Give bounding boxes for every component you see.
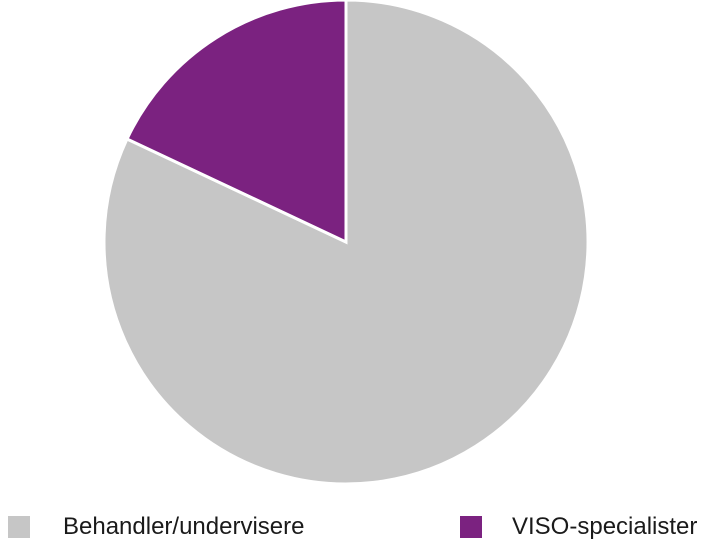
legend-label-viso-specialister: VISO-specialister (512, 513, 698, 540)
legend-swatch-viso-specialister (460, 516, 482, 538)
legend-label-behandler-undervisere: Behandler/undervisere (63, 513, 305, 540)
pie-chart (102, 0, 590, 486)
legend-item-behandler-undervisere: Behandler/undervisere (8, 510, 305, 544)
legend: Behandler/undervisere VISO-specialister (0, 510, 726, 544)
legend-swatch-behandler-undervisere (8, 516, 30, 538)
legend-item-viso-specialister: VISO-specialister (460, 510, 697, 544)
pie-slice-viso-specialister (125, 0, 348, 245)
